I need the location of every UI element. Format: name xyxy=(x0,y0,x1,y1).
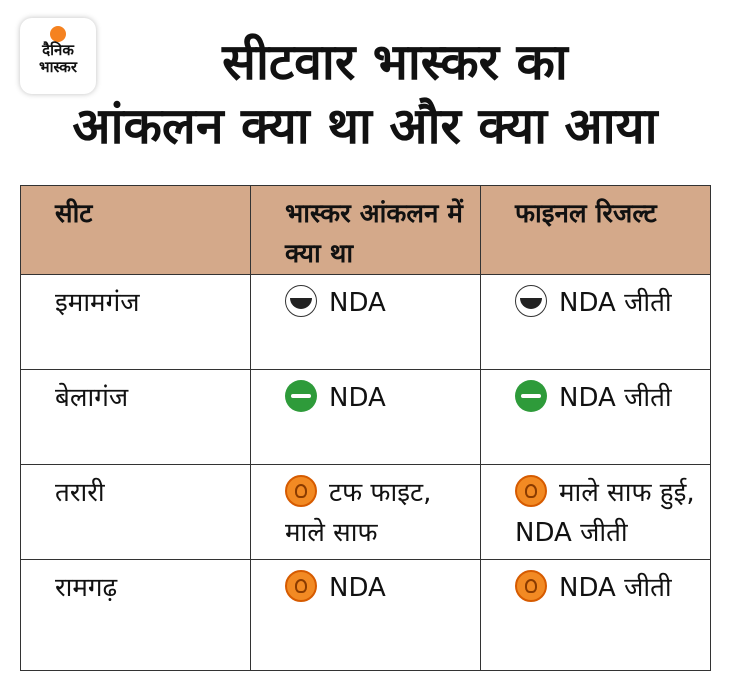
result-cell: NDA जीती xyxy=(480,274,711,370)
results-table: सीट भास्कर आंकलन में क्या था फाइनल रिजल्… xyxy=(20,185,711,671)
prediction-text: टफ फाइट, माले साफ xyxy=(285,478,432,548)
seat-cell: रामगढ़ xyxy=(20,559,251,671)
prediction-cell: NDA xyxy=(250,559,481,671)
bjp-lotus-icon xyxy=(285,474,317,507)
hul-party-icon xyxy=(515,284,547,317)
headline-line2: आंकलन क्या था और क्या आया xyxy=(72,97,658,155)
bjp-lotus-icon xyxy=(285,569,317,602)
table-row: इमामगंज NDA NDA जीती xyxy=(20,274,711,370)
seat-cell: तरारी xyxy=(20,464,251,560)
brand-name-line1: दैनिक xyxy=(42,41,74,59)
prediction-text: NDA xyxy=(329,573,386,603)
header-seat: सीट xyxy=(20,185,251,275)
table-row: रामगढ़ NDA NDA जीती xyxy=(20,559,711,671)
table-row: तरारी टफ फाइट, माले साफ माले साफ हुई, ND… xyxy=(20,464,711,560)
seat-cell: बेलागंज xyxy=(20,369,251,465)
prediction-text: NDA xyxy=(329,383,386,413)
result-cell: NDA जीती xyxy=(480,369,711,465)
result-text: NDA जीती xyxy=(559,573,672,603)
table-row: बेलागंज NDA NDA जीती xyxy=(20,369,711,465)
hul-party-icon xyxy=(285,284,317,317)
result-cell: माले साफ हुई, NDA जीती xyxy=(480,464,711,560)
bjp-lotus-icon xyxy=(515,474,547,507)
jdu-party-icon xyxy=(285,379,317,412)
prediction-text: NDA xyxy=(329,288,386,318)
prediction-cell: NDA xyxy=(250,369,481,465)
result-text: NDA जीती xyxy=(559,288,672,318)
header-prediction: भास्कर आंकलन में क्या था xyxy=(250,185,481,275)
brand-logo: दैनिक भास्कर xyxy=(20,18,96,94)
result-cell: NDA जीती xyxy=(480,559,711,671)
header-result: फाइनल रिजल्ट xyxy=(480,185,711,275)
seat-cell: इमामगंज xyxy=(20,274,251,370)
sun-icon xyxy=(50,26,66,42)
jdu-party-icon xyxy=(515,379,547,412)
result-text: NDA जीती xyxy=(559,383,672,413)
prediction-cell: टफ फाइट, माले साफ xyxy=(250,464,481,560)
headline-line1: सीटवार भास्कर का xyxy=(222,33,568,91)
table-header-row: सीट भास्कर आंकलन में क्या था फाइनल रिजल्… xyxy=(20,185,711,275)
bjp-lotus-icon xyxy=(515,569,547,602)
headline: सीटवार भास्कर का आंकलन क्या था और क्या आ… xyxy=(0,30,730,158)
prediction-cell: NDA xyxy=(250,274,481,370)
brand-name-line2: भास्कर xyxy=(39,58,77,76)
result-text: माले साफ हुई, NDA जीती xyxy=(515,478,695,548)
